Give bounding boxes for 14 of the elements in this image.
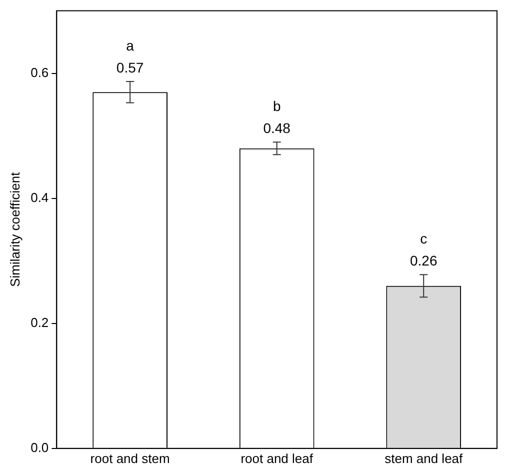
annotation: a [126,37,134,54]
y-axis-title: Similarity coefficient [7,172,22,287]
y-tick-label: 0.2 [30,314,49,330]
data-label: 0.26 [410,252,438,268]
x-tick-label: root and stem [90,450,170,466]
annotation: b [272,98,281,114]
y-tick-label: 0.6 [30,64,49,80]
y-tick-label: 0.0 [30,440,49,455]
x-tick-label: root and leaf [240,450,314,466]
data-label: 0.57 [116,59,144,76]
x-tick-label: stem and leaf [384,450,464,466]
annotation: c [420,230,428,246]
data-label: 0.48 [263,120,291,136]
y-tick-label: 0.4 [30,190,49,205]
